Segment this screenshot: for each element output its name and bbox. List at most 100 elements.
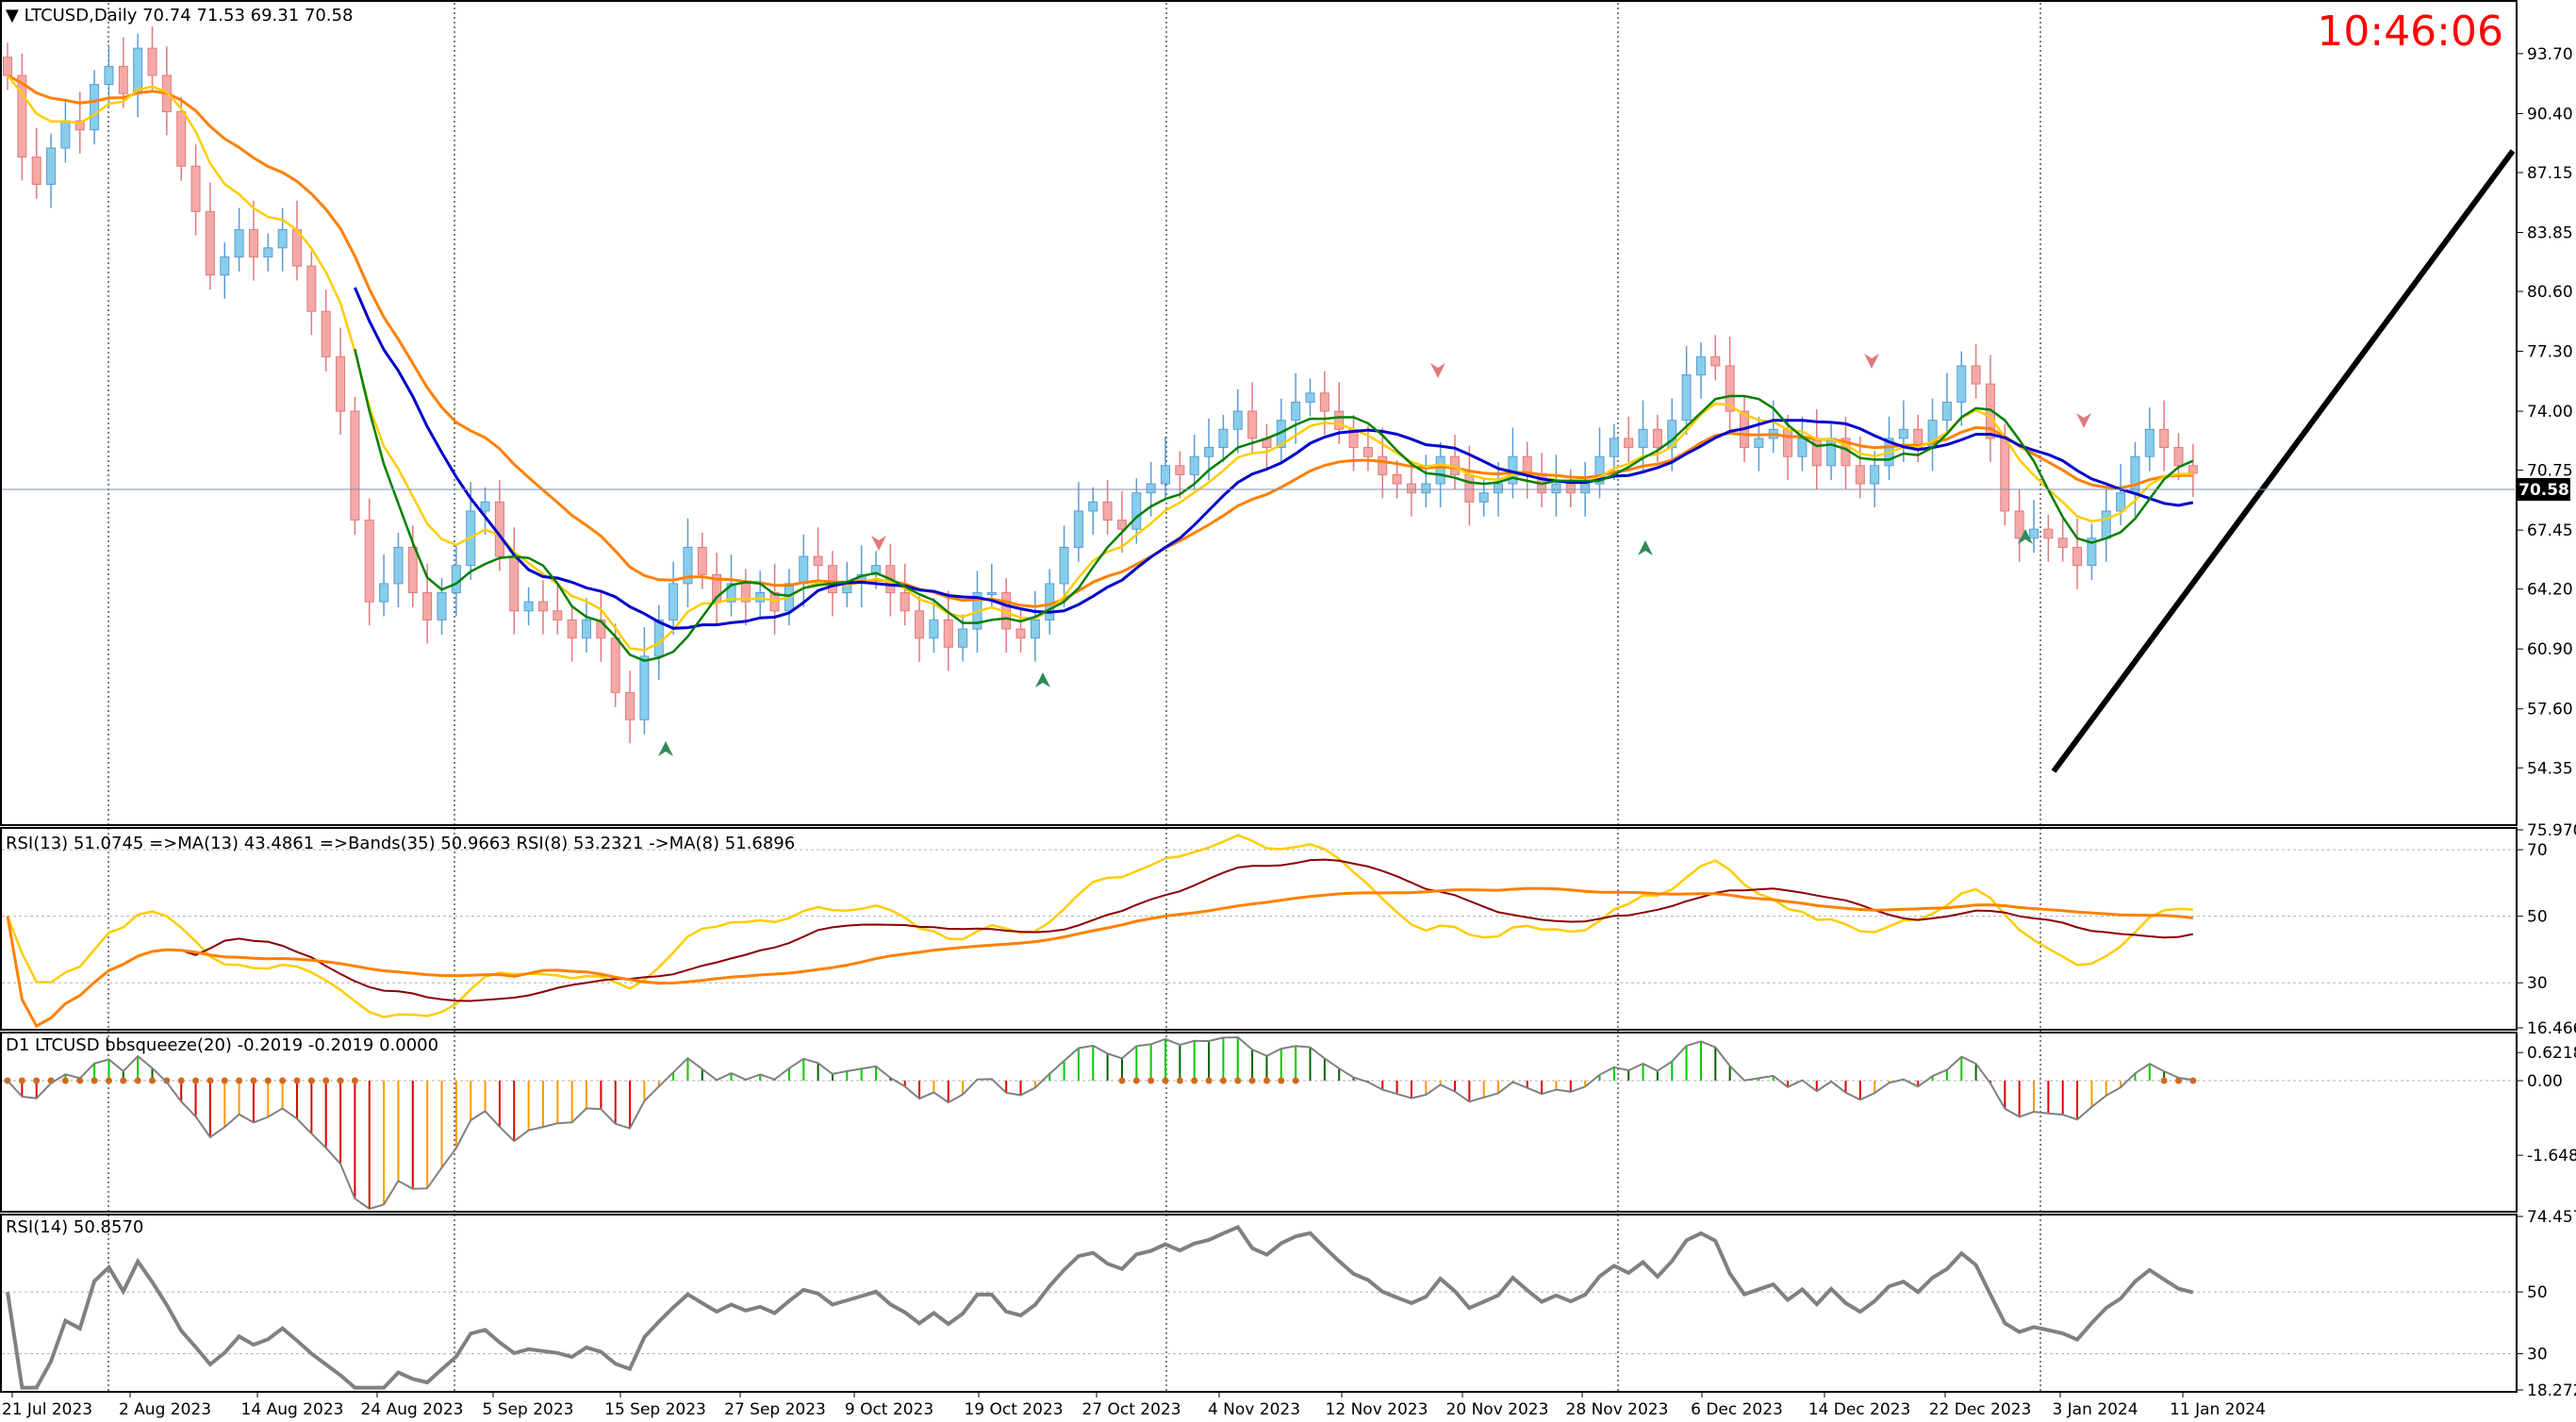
squeeze-dot: [149, 1077, 156, 1084]
date-tick-label: 27 Oct 2023: [1082, 1400, 1181, 1419]
price-tick-label: 60.90: [2527, 640, 2573, 659]
price-tick-label: 57.60: [2527, 701, 2573, 719]
candle: [2188, 443, 2198, 497]
price-axis[interactable]: 93.70 90.40 87.15 83.85 80.60 77.30 74.00 70.75…: [2517, 45, 2576, 1400]
sell-arrow-icon: [871, 536, 886, 551]
candle: [596, 590, 606, 662]
candle: [1016, 606, 1026, 653]
candle: [147, 26, 157, 91]
candle: [2057, 516, 2068, 562]
candle: [1161, 437, 1170, 499]
level-gridlines: [2, 849, 2517, 1355]
date-tick-label: 12 Nov 2023: [1326, 1400, 1428, 1419]
squeeze-dot: [221, 1077, 228, 1084]
candle: [2014, 488, 2024, 562]
date-gridlines: [107, 3, 2041, 1391]
squeeze-dot: [18, 1077, 25, 1084]
price-tick-label: 70.75: [2527, 462, 2573, 481]
candle: [2043, 514, 2054, 562]
candle: [639, 627, 650, 735]
trend-line[interactable]: [2051, 149, 2516, 773]
candle: [2029, 500, 2039, 554]
buy-arrow-icon: [1638, 540, 1653, 555]
candle: [2144, 407, 2155, 471]
candle: [1797, 416, 1808, 471]
date-tick-label: 19 Oct 2023: [964, 1400, 1063, 1419]
indicator-tick-label: 30: [2527, 1346, 2548, 1364]
squeeze-dot: [2189, 1077, 2197, 1084]
indicator-tick-label: -1.6484: [2527, 1147, 2576, 1166]
sell-arrow-icon: [2076, 413, 2091, 428]
date-tick-label: 27 Sep 2023: [724, 1400, 826, 1419]
candle: [205, 182, 215, 290]
squeeze-dot: [2160, 1077, 2168, 1084]
candle: [1305, 378, 1315, 417]
bbsqueeze-panel[interactable]: [0, 1032, 2518, 1213]
price-tick-label: 74.00: [2527, 403, 2573, 422]
indicator-tick-label: 0.6218: [2527, 1044, 2576, 1063]
indicator-tick-label: 30: [2527, 974, 2548, 993]
main-price-panel[interactable]: [0, 0, 2518, 826]
candle: [740, 569, 751, 626]
candle: [306, 251, 317, 336]
symbol-ohlc-label: ▼ LTCUSD,Daily 70.74 71.53 69.31 70.58: [6, 6, 353, 25]
squeeze-dot: [1234, 1077, 1242, 1084]
candle: [900, 563, 910, 626]
squeeze-dot: [177, 1077, 185, 1084]
candle: [248, 200, 258, 281]
candle: [31, 127, 41, 199]
squeeze-dot: [105, 1077, 112, 1084]
candle: [277, 207, 288, 272]
date-tick-label: 3 Jan 2024: [2052, 1400, 2138, 1419]
candle: [1681, 345, 1692, 436]
date-tick-label: 2 Aug 2023: [119, 1400, 211, 1419]
squeeze-dot: [236, 1077, 243, 1084]
candle: [350, 396, 360, 535]
squeeze-dot: [250, 1077, 257, 1084]
indicator-tick-label: 0.00: [2527, 1072, 2563, 1091]
candle: [1421, 455, 1431, 508]
signal-arrows: [658, 354, 2091, 756]
date-tick-label: 20 Nov 2023: [1446, 1400, 1549, 1419]
price-tick-label: 93.70: [2527, 45, 2573, 64]
candle: [407, 525, 418, 607]
rsi14-panel[interactable]: [0, 1214, 2518, 1393]
squeeze-dot: [1205, 1077, 1213, 1084]
candle: [813, 527, 823, 581]
price-tick-label: 77.30: [2527, 343, 2573, 362]
squeeze-dot: [337, 1077, 344, 1084]
indicator-tick-label: 75.9705: [2527, 821, 2576, 840]
squeeze-dot: [307, 1077, 315, 1084]
candle: [393, 533, 404, 607]
squeeze-dot: [134, 1077, 141, 1084]
squeeze-dot: [206, 1077, 214, 1084]
candle: [1695, 341, 1706, 399]
date-tick-label: 6 Dec 2023: [1691, 1400, 1783, 1419]
date-tick-label: 24 Aug 2023: [361, 1400, 464, 1419]
buy-arrow-icon: [1035, 672, 1050, 687]
date-tick-label: 14 Aug 2023: [241, 1400, 344, 1419]
buy-arrow-icon: [2018, 529, 2033, 544]
rsi13-label: RSI(13) 51.0745 =>MA(13) 43.4861 =>Bands…: [6, 834, 795, 853]
date-axis[interactable]: 21 Jul 2023 2 Aug 2023 14 Aug 2023 24 Aug 2…: [2, 1392, 2266, 1419]
price-tick-label: 83.85: [2527, 223, 2573, 242]
svg-text:70.58: 70.58: [2518, 481, 2569, 500]
candle: [90, 70, 100, 145]
candle: [1218, 414, 1229, 462]
squeeze-dot: [264, 1077, 272, 1084]
indicator-tick-label: 50: [2527, 908, 2548, 927]
squeeze-dot: [351, 1077, 358, 1084]
squeeze-dot: [1278, 1077, 1285, 1084]
squeeze-dot: [1118, 1077, 1126, 1084]
candle: [553, 582, 563, 635]
price-tick-label: 80.60: [2527, 283, 2573, 302]
candle: [364, 498, 374, 626]
candle: [379, 554, 389, 617]
price-tick-label: 90.40: [2527, 105, 2573, 124]
rsi13-ma-line: [7, 858, 2193, 1028]
candle: [480, 487, 490, 535]
candle: [943, 590, 953, 671]
squeeze-dot: [1191, 1077, 1198, 1084]
squeeze-dot: [76, 1077, 84, 1084]
